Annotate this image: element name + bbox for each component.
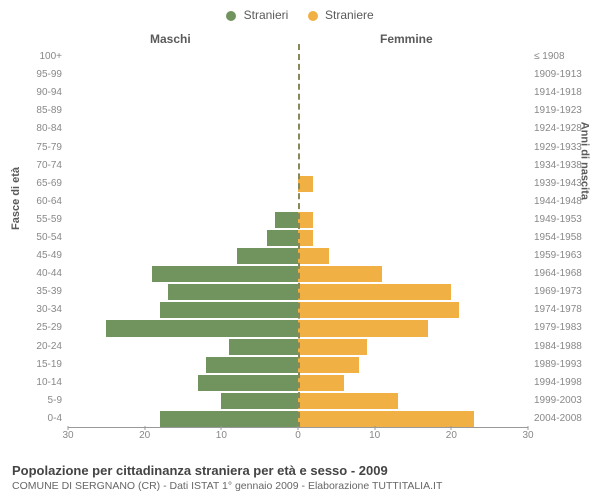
x-tick: 10	[369, 430, 380, 441]
age-label: 15-19	[36, 359, 62, 370]
bar-male	[221, 393, 298, 409]
birth-year-label: 1959-1963	[534, 250, 582, 261]
x-tick: 30	[522, 430, 533, 441]
bar-male	[267, 230, 298, 246]
chart-subtitle: COMUNE DI SERGNANO (CR) - Dati ISTAT 1° …	[12, 480, 588, 492]
age-label: 95-99	[36, 69, 62, 80]
age-label: 45-49	[36, 250, 62, 261]
legend-swatch-female	[308, 11, 318, 21]
bar-male	[229, 339, 298, 355]
bar-female	[298, 230, 313, 246]
bar-male	[106, 320, 298, 336]
age-label: 30-34	[36, 304, 62, 315]
birth-year-label: 1949-1953	[534, 214, 582, 225]
age-label: 55-59	[36, 214, 62, 225]
header-male: Maschi	[150, 32, 191, 46]
bar-female	[298, 212, 313, 228]
x-tick: 20	[139, 430, 150, 441]
legend-swatch-male	[226, 11, 236, 21]
chart-title: Popolazione per cittadinanza straniera p…	[12, 463, 588, 478]
birth-year-label: 1964-1968	[534, 268, 582, 279]
birth-year-label: 1974-1978	[534, 304, 582, 315]
bar-female	[298, 320, 428, 336]
birth-year-label: 1909-1913	[534, 69, 582, 80]
footer: Popolazione per cittadinanza straniera p…	[12, 463, 588, 492]
birth-year-label: 1954-1958	[534, 232, 582, 243]
birth-year-label: 2004-2008	[534, 413, 582, 424]
birth-year-label: 1944-1948	[534, 196, 582, 207]
age-label: 40-44	[36, 268, 62, 279]
birth-year-label: 1924-1928	[534, 123, 582, 134]
age-label: 75-79	[36, 142, 62, 153]
birth-year-label: 1919-1923	[534, 105, 582, 116]
age-label: 100+	[39, 51, 62, 62]
birth-year-label: 1969-1973	[534, 286, 582, 297]
bar-male	[275, 212, 298, 228]
age-label: 80-84	[36, 123, 62, 134]
bar-female	[298, 266, 382, 282]
x-tick: 20	[446, 430, 457, 441]
age-label: 85-89	[36, 105, 62, 116]
bar-female	[298, 357, 359, 373]
birth-year-label: 1939-1943	[534, 178, 582, 189]
birth-year-label: 1914-1918	[534, 87, 582, 98]
age-label: 65-69	[36, 178, 62, 189]
birth-year-label: 1979-1983	[534, 322, 582, 333]
bar-female	[298, 393, 398, 409]
age-label: 70-74	[36, 160, 62, 171]
age-label: 25-29	[36, 322, 62, 333]
legend-label-male: Stranieri	[244, 8, 289, 22]
x-tick: 30	[62, 430, 73, 441]
legend-item-male: Stranieri	[226, 8, 288, 22]
birth-year-label: 1989-1993	[534, 359, 582, 370]
age-label: 5-9	[48, 395, 62, 406]
birth-year-label: 1999-2003	[534, 395, 582, 406]
birth-year-label: 1934-1938	[534, 160, 582, 171]
age-label: 50-54	[36, 232, 62, 243]
bar-female	[298, 284, 451, 300]
bar-male	[237, 248, 298, 264]
age-label: 0-4	[48, 413, 62, 424]
legend: Stranieri Straniere	[0, 8, 600, 22]
bar-male	[206, 357, 298, 373]
x-axis: 0101020203030	[68, 430, 528, 444]
pyramid-chart: Stranieri Straniere Maschi Femmine Fasce…	[0, 0, 600, 500]
bar-male	[152, 266, 298, 282]
age-label: 35-39	[36, 286, 62, 297]
legend-item-female: Straniere	[308, 8, 374, 22]
bar-female	[298, 375, 344, 391]
x-tick: 10	[216, 430, 227, 441]
legend-label-female: Straniere	[325, 8, 374, 22]
bar-male	[160, 411, 298, 427]
header-female: Femmine	[380, 32, 433, 46]
x-tick: 0	[295, 430, 301, 441]
plot-area: 100+≤ 190895-991909-191390-941914-191885…	[68, 48, 528, 428]
birth-year-label: ≤ 1908	[534, 51, 565, 62]
bar-female	[298, 302, 459, 318]
age-label: 60-64	[36, 196, 62, 207]
bar-female	[298, 339, 367, 355]
age-label: 90-94	[36, 87, 62, 98]
bar-female	[298, 248, 329, 264]
bar-female	[298, 176, 313, 192]
birth-year-label: 1994-1998	[534, 377, 582, 388]
bar-male	[160, 302, 298, 318]
birth-year-label: 1929-1933	[534, 142, 582, 153]
age-label: 20-24	[36, 341, 62, 352]
bar-male	[198, 375, 298, 391]
bar-female	[298, 411, 474, 427]
age-label: 10-14	[36, 377, 62, 388]
y-axis-title-left: Fasce di età	[10, 167, 22, 230]
birth-year-label: 1984-1988	[534, 341, 582, 352]
bar-male	[168, 284, 298, 300]
zero-line	[298, 44, 300, 428]
